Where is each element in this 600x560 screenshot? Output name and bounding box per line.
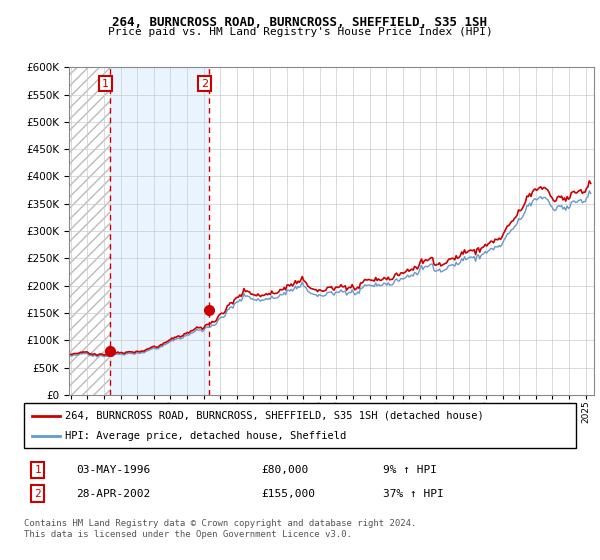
Bar <box>110 67 209 395</box>
Text: Contains HM Land Registry data © Crown copyright and database right 2024.
This d: Contains HM Land Registry data © Crown c… <box>24 519 416 539</box>
Text: 37% ↑ HPI: 37% ↑ HPI <box>383 488 443 498</box>
Text: HPI: Average price, detached house, Sheffield: HPI: Average price, detached house, Shef… <box>65 431 347 441</box>
Text: 264, BURNCROSS ROAD, BURNCROSS, SHEFFIELD, S35 1SH: 264, BURNCROSS ROAD, BURNCROSS, SHEFFIEL… <box>113 16 487 29</box>
Text: Price paid vs. HM Land Registry's House Price Index (HPI): Price paid vs. HM Land Registry's House … <box>107 27 493 37</box>
Bar <box>69 67 110 395</box>
Bar <box>69 67 110 395</box>
Text: £155,000: £155,000 <box>262 488 316 498</box>
Text: 2: 2 <box>201 78 208 88</box>
FancyBboxPatch shape <box>24 403 576 448</box>
Text: £80,000: £80,000 <box>262 465 308 475</box>
Text: 03-MAY-1996: 03-MAY-1996 <box>76 465 151 475</box>
Text: 1: 1 <box>102 78 109 88</box>
Text: 1: 1 <box>34 465 41 475</box>
Text: 2: 2 <box>34 488 41 498</box>
Text: 264, BURNCROSS ROAD, BURNCROSS, SHEFFIELD, S35 1SH (detached house): 264, BURNCROSS ROAD, BURNCROSS, SHEFFIEL… <box>65 410 484 421</box>
Text: 28-APR-2002: 28-APR-2002 <box>76 488 151 498</box>
Text: 9% ↑ HPI: 9% ↑ HPI <box>383 465 437 475</box>
